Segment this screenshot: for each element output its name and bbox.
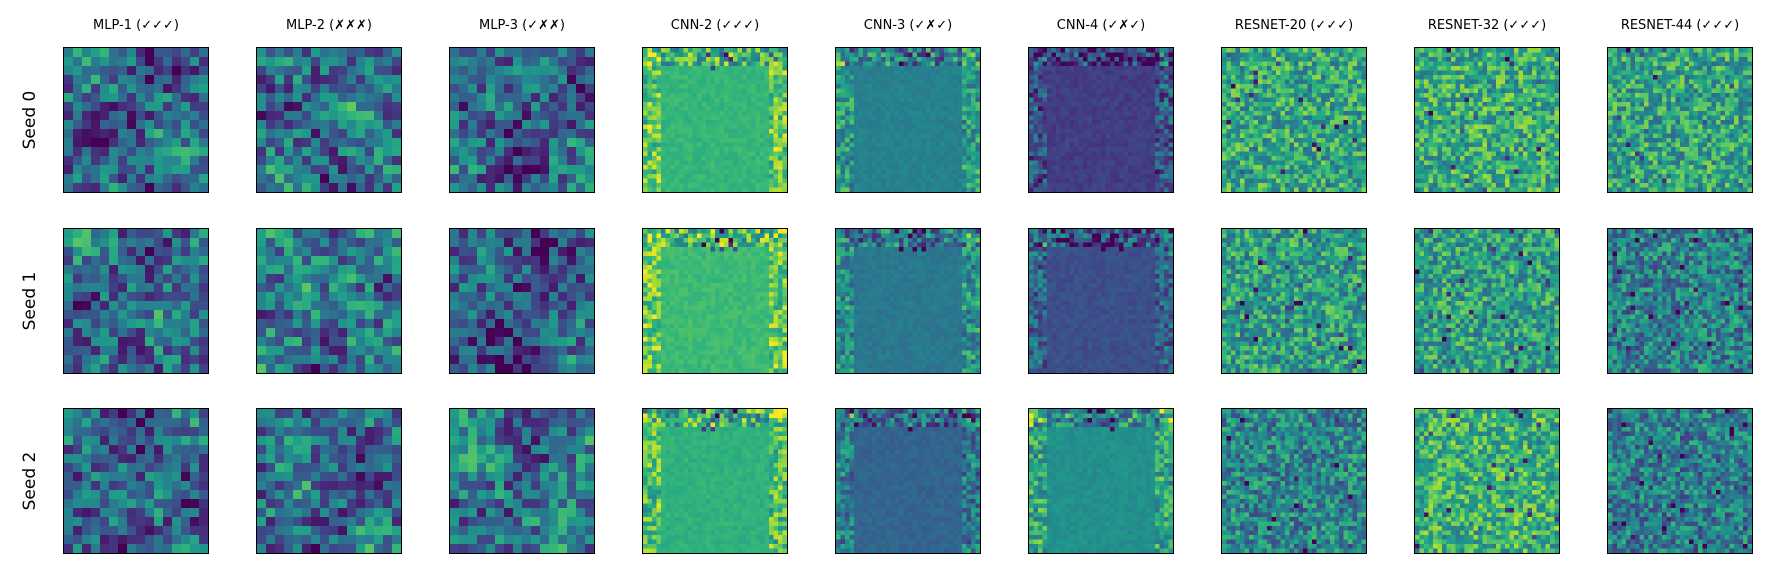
heatmap-image <box>1415 48 1559 192</box>
column-title: RESNET-44 (✓✓✓) <box>1620 18 1740 33</box>
heatmap-panel <box>1028 228 1174 374</box>
column-title: CNN-2 (✓✓✓) <box>670 18 760 33</box>
heatmap-image <box>1415 409 1559 553</box>
column-title: MLP-1 (✓✓✓) <box>93 18 179 33</box>
heatmap-panel <box>1414 408 1560 554</box>
heatmap-image <box>1222 48 1366 192</box>
heatmap-panel <box>256 47 402 193</box>
heatmap-image <box>1029 48 1173 192</box>
heatmap-image <box>1608 409 1752 553</box>
heatmap-image <box>1029 229 1173 373</box>
heatmap-image <box>64 409 208 553</box>
heatmap-image <box>1608 48 1752 192</box>
heatmap-image <box>1029 409 1173 553</box>
row-label: Seed 2 <box>20 451 40 511</box>
heatmap-image <box>64 229 208 373</box>
heatmap-panel <box>63 408 209 554</box>
heatmap-image <box>1222 409 1366 553</box>
heatmap-panel <box>1028 47 1174 193</box>
column-title: RESNET-20 (✓✓✓) <box>1234 18 1354 33</box>
heatmap-panel <box>1414 47 1560 193</box>
heatmap-panel <box>1221 228 1367 374</box>
row-label: Seed 0 <box>20 90 40 150</box>
heatmap-image <box>450 409 594 553</box>
heatmap-panel <box>1414 228 1560 374</box>
heatmap-image <box>836 48 980 192</box>
column-title: RESNET-32 (✓✓✓) <box>1427 18 1547 33</box>
heatmap-image <box>643 409 787 553</box>
heatmap-panel <box>835 47 981 193</box>
heatmap-panel <box>449 47 595 193</box>
heatmap-panel <box>642 47 788 193</box>
heatmap-image <box>257 409 401 553</box>
heatmap-panel <box>449 408 595 554</box>
column-title: MLP-3 (✓✗✗) <box>479 18 565 33</box>
column-title: CNN-3 (✓✗✓) <box>863 18 953 33</box>
heatmap-panel <box>1221 408 1367 554</box>
heatmap-panel <box>1221 47 1367 193</box>
heatmap-panel <box>1028 408 1174 554</box>
heatmap-image <box>450 229 594 373</box>
column-title: MLP-2 (✗✗✗) <box>286 18 372 33</box>
heatmap-image <box>1415 229 1559 373</box>
heatmap-panel <box>256 228 402 374</box>
heatmap-panel <box>1607 228 1753 374</box>
heatmap-image <box>836 229 980 373</box>
heatmap-panel <box>63 228 209 374</box>
heatmap-image <box>257 48 401 192</box>
heatmap-panel <box>835 228 981 374</box>
heatmap-panel <box>1607 47 1753 193</box>
heatmap-panel <box>1607 408 1753 554</box>
heatmap-image <box>1608 229 1752 373</box>
heatmap-panel <box>642 408 788 554</box>
heatmap-image <box>257 229 401 373</box>
heatmap-panel <box>63 47 209 193</box>
heatmap-image <box>643 48 787 192</box>
heatmap-image <box>1222 229 1366 373</box>
row-label: Seed 1 <box>20 271 40 331</box>
heatmap-panel <box>449 228 595 374</box>
heatmap-image <box>64 48 208 192</box>
heatmap-panel <box>835 408 981 554</box>
heatmap-image <box>450 48 594 192</box>
heatmap-panel <box>256 408 402 554</box>
column-title: CNN-4 (✓✗✓) <box>1056 18 1146 33</box>
heatmap-panel <box>642 228 788 374</box>
heatmap-image <box>643 229 787 373</box>
heatmap-image <box>836 409 980 553</box>
